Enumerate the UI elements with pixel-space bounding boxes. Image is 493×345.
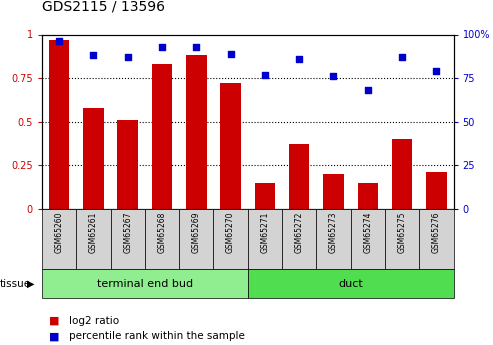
Text: GSM65271: GSM65271 bbox=[260, 212, 269, 253]
Point bbox=[261, 72, 269, 77]
Point bbox=[55, 39, 63, 44]
Text: GSM65269: GSM65269 bbox=[192, 212, 201, 253]
Point bbox=[227, 51, 235, 57]
Point bbox=[432, 68, 440, 74]
Point bbox=[329, 73, 337, 79]
Bar bbox=[186, 56, 207, 209]
Text: GSM65274: GSM65274 bbox=[363, 212, 372, 253]
Bar bbox=[385, 209, 419, 269]
Text: GSM65270: GSM65270 bbox=[226, 212, 235, 253]
Text: GSM65275: GSM65275 bbox=[397, 212, 407, 253]
Text: tissue: tissue bbox=[0, 279, 31, 289]
Bar bbox=[323, 174, 344, 209]
Bar bbox=[419, 209, 454, 269]
Bar bbox=[220, 83, 241, 209]
Text: log2 ratio: log2 ratio bbox=[69, 316, 119, 326]
Bar bbox=[426, 172, 447, 209]
Text: terminal end bud: terminal end bud bbox=[97, 279, 193, 289]
Text: ▶: ▶ bbox=[27, 279, 35, 289]
Text: GSM65261: GSM65261 bbox=[89, 212, 98, 253]
Bar bbox=[213, 209, 247, 269]
Bar bbox=[110, 209, 145, 269]
Point bbox=[398, 55, 406, 60]
Text: GSM65276: GSM65276 bbox=[432, 212, 441, 253]
Bar bbox=[145, 209, 179, 269]
Text: GSM65273: GSM65273 bbox=[329, 212, 338, 253]
Point bbox=[124, 55, 132, 60]
Bar bbox=[42, 269, 247, 298]
Point bbox=[89, 53, 97, 58]
Bar bbox=[247, 269, 454, 298]
Text: GSM65268: GSM65268 bbox=[157, 212, 167, 253]
Bar bbox=[289, 144, 310, 209]
Point bbox=[295, 56, 303, 62]
Point bbox=[192, 44, 200, 49]
Bar bbox=[49, 40, 70, 209]
Bar bbox=[351, 209, 385, 269]
Text: GSM65260: GSM65260 bbox=[55, 212, 64, 253]
Text: GDS2115 / 13596: GDS2115 / 13596 bbox=[42, 0, 165, 14]
Text: GSM65272: GSM65272 bbox=[295, 212, 304, 253]
Bar bbox=[83, 108, 104, 209]
Bar bbox=[357, 183, 378, 209]
Bar bbox=[117, 120, 138, 209]
Bar bbox=[179, 209, 213, 269]
Bar bbox=[282, 209, 317, 269]
Text: ■: ■ bbox=[49, 332, 60, 341]
Point bbox=[158, 44, 166, 49]
Text: ■: ■ bbox=[49, 316, 60, 326]
Bar bbox=[152, 64, 172, 209]
Text: GSM65267: GSM65267 bbox=[123, 212, 132, 253]
Bar bbox=[317, 209, 351, 269]
Bar bbox=[42, 209, 76, 269]
Text: percentile rank within the sample: percentile rank within the sample bbox=[69, 332, 245, 341]
Bar bbox=[76, 209, 110, 269]
Text: duct: duct bbox=[338, 279, 363, 289]
Point bbox=[364, 88, 372, 93]
Bar bbox=[247, 209, 282, 269]
Bar bbox=[254, 183, 275, 209]
Bar bbox=[392, 139, 412, 209]
